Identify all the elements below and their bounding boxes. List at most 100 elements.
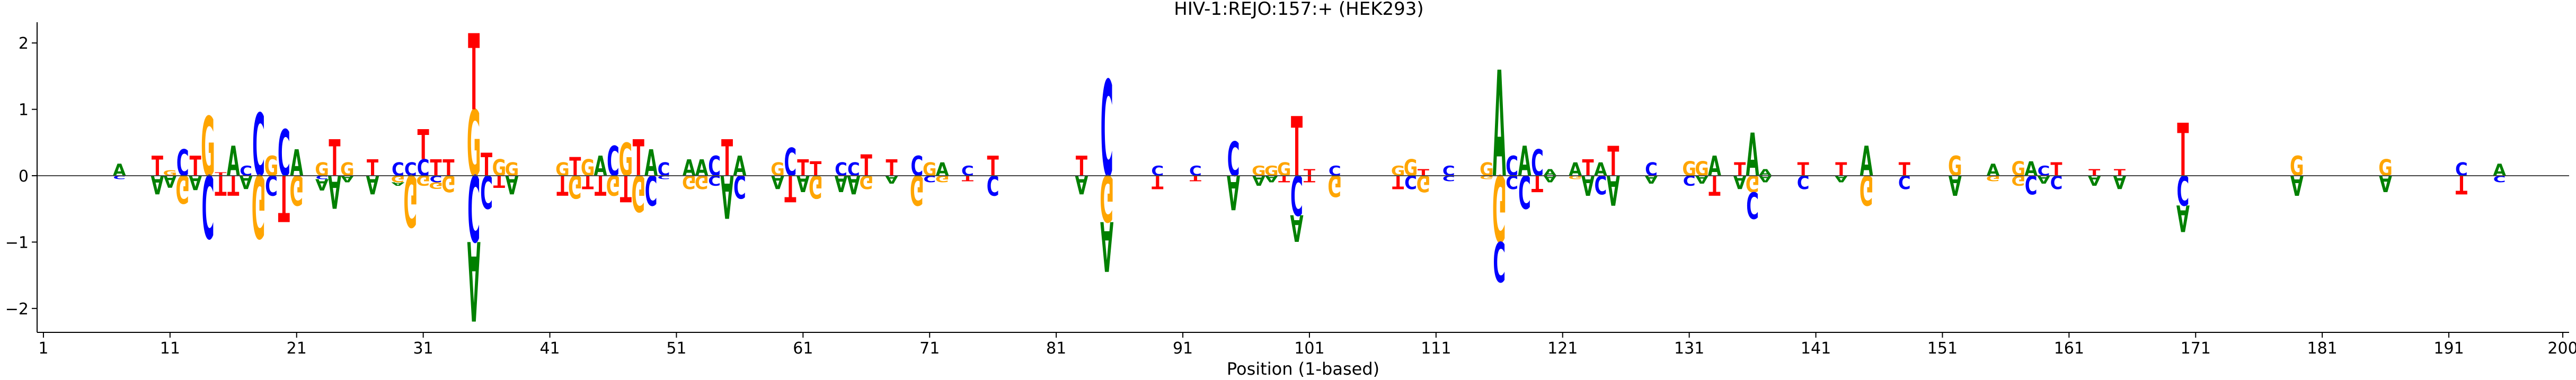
logo-letter-C: C xyxy=(316,175,329,180)
logo-letter-C: C xyxy=(708,173,721,188)
logo-letter-T: T xyxy=(1607,138,1619,185)
logo-letter-T: T xyxy=(215,169,227,201)
logo-letter-C: C xyxy=(987,169,999,201)
logo-letter-G: G xyxy=(2290,151,2304,183)
logo-letter-A: A xyxy=(315,175,329,193)
logo-letter-G: G xyxy=(1391,163,1405,179)
logo-letter-A: A xyxy=(189,170,202,194)
x-tick-label: 141 xyxy=(1801,339,1831,358)
logo-letter-T: T xyxy=(569,152,581,182)
logo-letter-C: C xyxy=(176,142,189,185)
logo-letter-A: A xyxy=(1100,205,1113,284)
logo-letter-G: G xyxy=(2011,173,2025,188)
logo-letter-C: C xyxy=(1227,132,1240,187)
logo-letter-A: A xyxy=(1986,161,2000,180)
logo-letter-A: A xyxy=(1607,166,1620,214)
logo-letter-A: A xyxy=(885,173,898,186)
logo-letter-G: G xyxy=(1695,158,1709,181)
logo-letter-G: G xyxy=(315,159,329,180)
logo-letter-G: G xyxy=(2011,158,2025,181)
logo-letter-C: C xyxy=(847,159,860,180)
logo-letter-C: C xyxy=(2025,169,2038,199)
logo-letter-C: C xyxy=(1595,169,1607,199)
logo-letter-C: C xyxy=(1101,53,1113,207)
logo-letter-G: G xyxy=(1480,159,1494,180)
logo-letter-T: T xyxy=(1392,171,1404,193)
logo-letter-G: G xyxy=(935,173,950,184)
logo-letter-G: G xyxy=(809,168,823,205)
logo-letter-A: A xyxy=(1746,122,1759,190)
logo-letter-T: T xyxy=(329,129,340,188)
logo-letter-C: C xyxy=(1329,163,1341,179)
logo-letter-C: C xyxy=(1518,165,1531,217)
logo-letter-C: C xyxy=(2038,163,2050,179)
logo-letter-A: A xyxy=(1227,165,1240,220)
logo-letter-G: G xyxy=(1480,175,1494,180)
logo-letter-C: C xyxy=(252,96,265,196)
logo-letter-C: C xyxy=(404,159,417,180)
logo-letter-A: A xyxy=(1708,151,1722,183)
logo-letter-C: C xyxy=(1898,171,1911,193)
logo-letter-T: T xyxy=(721,129,733,188)
x-axis-ticks: 1 11 21 31 41 51 61 71 81 91 101 111 121 131 141 151 161… xyxy=(38,332,2576,358)
logo-letter-G: G xyxy=(289,166,304,214)
logo-letter-G: G xyxy=(403,159,418,241)
logo-letter-A: A xyxy=(227,138,240,185)
logo-letter-C: C xyxy=(645,166,658,214)
logo-letter-C: C xyxy=(1683,173,1696,188)
logo-letter-T: T xyxy=(1734,159,1746,180)
logo-letter-G: G xyxy=(201,100,215,195)
logo-letter-C: C xyxy=(607,138,619,185)
logo-letter-A: A xyxy=(720,161,733,230)
logo-letter-G: G xyxy=(910,166,924,214)
logo-letter-T: T xyxy=(1835,159,1847,180)
logo-letter-A: A xyxy=(1758,173,1772,184)
logo-letter-G: G xyxy=(340,159,355,180)
y-tick-label: 0 xyxy=(19,167,29,186)
logo-letter-C: C xyxy=(2493,173,2506,184)
logo-letter-C: C xyxy=(1645,159,1658,180)
logo-letter-T: T xyxy=(481,147,492,184)
logo-letter-A: A xyxy=(1835,173,1848,184)
logo-letter-T: T xyxy=(2456,169,2467,199)
logo-letter-C: C xyxy=(392,159,404,180)
logo-letter-T: T xyxy=(493,171,506,190)
logo-letter-C: C xyxy=(265,169,278,201)
logo-letter-T: T xyxy=(1304,173,1315,184)
logo-letter-T: T xyxy=(468,13,480,134)
logo-letter-A: A xyxy=(771,171,784,193)
x-tick-label: 111 xyxy=(1421,339,1451,358)
logo-letter-T: T xyxy=(595,169,607,201)
logo-letter-G: G xyxy=(1404,155,1418,181)
logo-letter-C: C xyxy=(1404,171,1417,193)
logo-letter-C: C xyxy=(2176,166,2189,214)
logo-letter-C: C xyxy=(2050,171,2063,193)
logo-letter-T: T xyxy=(190,151,202,183)
logo-letter-A: A xyxy=(2037,173,2050,186)
logo-letter-G: G xyxy=(264,151,279,183)
logo-letter-A: A xyxy=(1569,159,1582,180)
logo-letter-C: C xyxy=(202,155,215,256)
logo-letter-A: A xyxy=(1493,41,1506,211)
logo-letter-A: A xyxy=(1075,169,1088,199)
x-tick-label: 61 xyxy=(793,339,813,358)
logo-letter-T: T xyxy=(861,149,872,183)
logo-letter-A: A xyxy=(163,171,177,190)
logo-letter-T: T xyxy=(278,160,290,235)
x-tick-label: 81 xyxy=(1046,339,1066,358)
logo-letter-A: A xyxy=(113,161,127,180)
logo-letter-G: G xyxy=(1100,160,1114,235)
logo-letter-T: T xyxy=(620,167,632,210)
logo-letter-G: G xyxy=(1948,151,1962,183)
logo-letter-A: A xyxy=(240,171,253,193)
x-tick-label: 171 xyxy=(2181,339,2211,358)
logo-letter-T: T xyxy=(1076,151,1088,183)
logo-letter-T: T xyxy=(1291,100,1303,195)
logo-letter-C: C xyxy=(658,175,670,180)
logo-letter-C: C xyxy=(480,165,493,217)
logo-letter-G: G xyxy=(555,159,570,180)
logo-letter-A: A xyxy=(936,159,949,180)
logo-letter-T: T xyxy=(152,151,164,183)
logo-letter-C: C xyxy=(1506,171,1518,193)
logo-letter-C: C xyxy=(1797,171,1810,193)
